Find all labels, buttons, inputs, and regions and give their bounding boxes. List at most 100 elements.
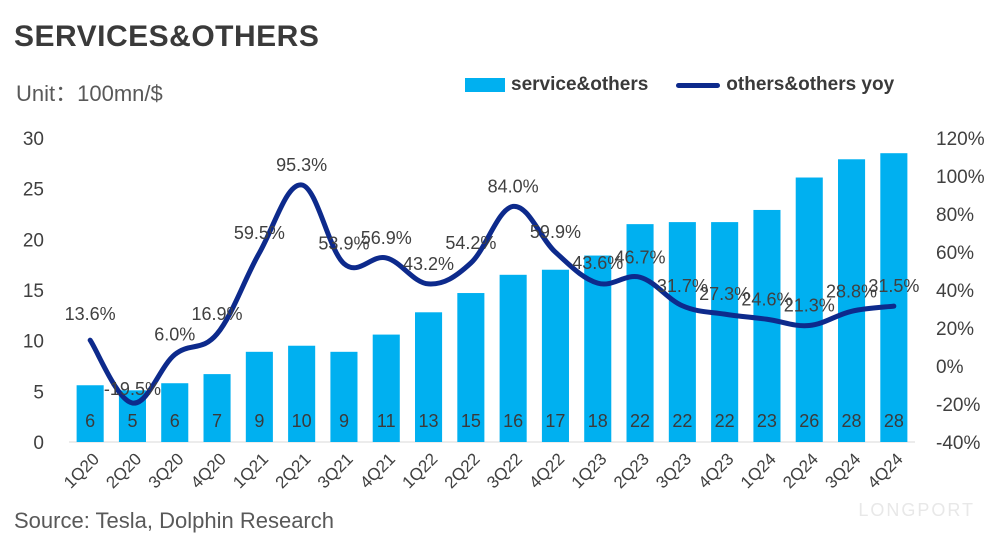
y-left-tick-label: 5 (33, 382, 44, 403)
bar-value-label: 6 (85, 411, 95, 431)
y-left-tick-label: 20 (23, 230, 44, 251)
y-right-tick-label: 60% (936, 243, 974, 264)
line-value-label: 43.2% (403, 254, 454, 274)
bar-value-label: 7 (212, 411, 222, 431)
bar-value-label: 11 (377, 411, 396, 431)
bar-value-label: 17 (545, 411, 565, 431)
bar-value-label: 22 (630, 411, 650, 431)
line-value-label: -19.5% (104, 379, 161, 399)
bar-value-label: 26 (799, 411, 819, 431)
y-left-tick-label: 25 (23, 180, 44, 201)
bar (541, 269, 569, 442)
x-tick-label: 2Q24 (779, 449, 822, 492)
y-right-tick-label: 20% (936, 319, 974, 340)
bar-value-label: 18 (588, 411, 608, 431)
brand-watermark: LONGPORT (858, 500, 975, 520)
bar-value-label: 5 (127, 411, 137, 431)
x-tick-label: 3Q23 (652, 449, 695, 492)
x-tick-label: 2Q23 (610, 449, 653, 492)
x-tick-label: 3Q21 (314, 449, 357, 492)
line-value-label: 43.6% (572, 253, 623, 273)
source-note: Source: Tesla, Dolphin Research (14, 508, 334, 533)
x-tick-label: 1Q20 (60, 449, 103, 492)
x-tick-label: 4Q24 (864, 449, 907, 492)
x-tick-label: 1Q24 (737, 449, 780, 492)
y-right-tick-label: -40% (936, 433, 980, 454)
y-right-tick-label: 80% (936, 205, 974, 226)
bar (499, 274, 527, 442)
bar-value-label: 9 (254, 411, 264, 431)
line-value-label: 16.9% (192, 304, 243, 324)
bar (372, 334, 400, 442)
bar-value-label: 23 (757, 411, 777, 431)
line-value-label: 13.6% (65, 304, 116, 324)
bar-value-label: 9 (339, 411, 349, 431)
bar (330, 351, 358, 442)
bar-value-label: 13 (419, 411, 439, 431)
x-tick-label: 2Q21 (272, 449, 315, 492)
bar-value-label: 22 (715, 411, 735, 431)
chart-title: SERVICES&OTHERS (14, 20, 320, 53)
x-tick-label: 4Q22 (525, 449, 568, 492)
legend-line-swatch (676, 82, 721, 88)
line-value-label: 53.9% (318, 234, 369, 254)
x-tick-label: 4Q23 (695, 449, 738, 492)
x-tick-label: 1Q23 (568, 449, 611, 492)
y-right-tick-label: -20% (936, 395, 980, 416)
bar (753, 209, 781, 442)
bar (161, 383, 189, 442)
bar-value-label: 16 (503, 411, 523, 431)
bar (584, 255, 612, 442)
line-value-label: 46.7% (615, 247, 666, 267)
y-left-tick-label: 10 (23, 332, 44, 353)
y-left-tick-label: 15 (23, 281, 44, 302)
bar-value-label: 15 (461, 411, 481, 431)
line-value-label: 59.5% (234, 223, 285, 243)
bar (711, 222, 739, 442)
bar (415, 312, 443, 442)
x-tick-label: 1Q22 (399, 449, 442, 492)
line-value-label: 84.0% (488, 176, 539, 196)
line-value-label: 28.8% (826, 281, 877, 301)
legend-bar-label: service&others (511, 74, 649, 95)
bar (203, 374, 231, 442)
bar-value-label: 10 (292, 411, 312, 431)
y-left-tick-label: 30 (23, 129, 44, 150)
bar-value-label: 6 (170, 411, 180, 431)
bar-value-label: 28 (884, 411, 904, 431)
line-value-label: 24.6% (741, 289, 792, 309)
x-tick-label: 1Q21 (229, 449, 272, 492)
legend-bar-swatch (465, 78, 505, 92)
legend-line-label: others&others yoy (726, 74, 895, 95)
bar (626, 224, 654, 442)
line-value-label: 54.2% (445, 233, 496, 253)
bar (795, 177, 823, 442)
unit-label: Unit：100mn/$ (16, 81, 163, 106)
bar (880, 153, 908, 442)
line-value-label: 27.3% (699, 284, 750, 304)
x-tick-label: 4Q20 (187, 449, 230, 492)
line-value-label: 59.9% (530, 222, 581, 242)
y-right-tick-label: 40% (936, 281, 974, 302)
y-right-tick-label: 100% (936, 167, 985, 188)
line-value-label: 6.0% (154, 325, 195, 345)
bar (288, 345, 316, 442)
y-right-tick-label: 0% (936, 357, 964, 378)
x-tick-label: 3Q22 (483, 449, 526, 492)
bar-value-label: 22 (672, 411, 692, 431)
bar (76, 385, 104, 442)
y-left-tick-label: 0 (33, 433, 44, 454)
y-right-tick-label: 120% (936, 129, 985, 150)
x-tick-label: 2Q22 (441, 449, 484, 492)
x-tick-label: 3Q20 (145, 449, 188, 492)
line-value-label: 31.7% (657, 276, 708, 296)
line-value-label: 31.5% (868, 276, 919, 296)
bar (457, 293, 485, 442)
bar-value-label: 28 (842, 411, 862, 431)
bar (838, 159, 866, 442)
line-value-label: 56.9% (361, 228, 412, 248)
bar (668, 222, 696, 442)
bar (245, 351, 273, 442)
x-tick-label: 4Q21 (356, 449, 399, 492)
